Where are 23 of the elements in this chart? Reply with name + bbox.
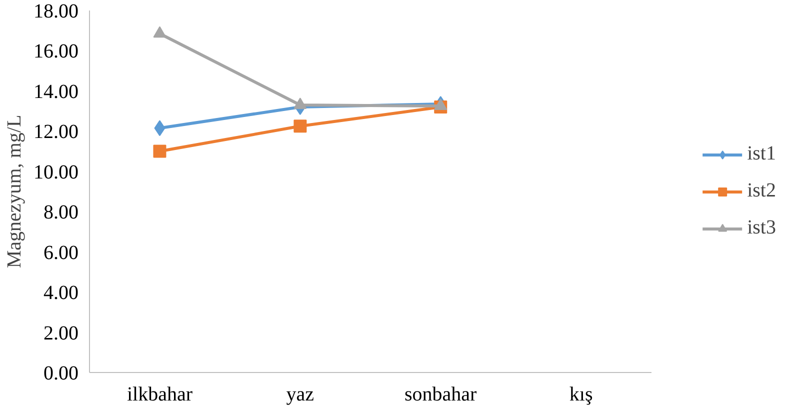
y-tick-label: 16.00 xyxy=(34,40,78,63)
y-tick-label: 0.00 xyxy=(44,362,78,384)
y-tick-label: 2.00 xyxy=(44,322,78,344)
legend-label: ist1 xyxy=(747,142,776,166)
point xyxy=(294,98,307,109)
y-tick-label: 8.00 xyxy=(44,202,78,224)
x-tick-label: yaz xyxy=(286,384,314,406)
y-tick-label: 10.00 xyxy=(34,161,78,184)
point xyxy=(153,144,166,158)
y-tick-label: 14.00 xyxy=(34,80,78,103)
point xyxy=(294,120,307,133)
legend-label: ist2 xyxy=(747,180,776,202)
y-axis-title: Magnezyum, mg/L xyxy=(4,114,26,268)
y-tick-label: 12.00 xyxy=(34,121,78,144)
y-tick-label: 18.00 xyxy=(34,0,78,22)
x-tick-label: sonbahar xyxy=(404,384,478,406)
point xyxy=(153,26,166,38)
y-tick-label: 6.00 xyxy=(44,242,78,264)
x-tick-label: kış xyxy=(569,384,593,406)
legend-label: ist3 xyxy=(747,216,776,240)
x-tick-label: ilkbahar xyxy=(126,384,193,406)
y-tick-label: 4.00 xyxy=(44,282,78,304)
point xyxy=(434,98,448,110)
